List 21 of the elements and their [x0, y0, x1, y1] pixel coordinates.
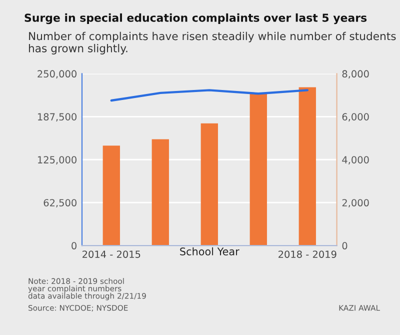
x-tick-label: 2014 - 2015 [82, 250, 140, 258]
y2-tick-label: 2,000 [342, 199, 369, 208]
line-series [110, 89, 309, 102]
y2-tick-label: 4,000 [342, 156, 369, 164]
y2-tick-label: 0 [342, 242, 348, 250]
x-axis-title: School Year [180, 247, 240, 256]
bar [200, 123, 218, 246]
bar [250, 93, 267, 246]
y-tick-label: 125,000 [38, 156, 76, 164]
bar [298, 87, 316, 246]
bar [152, 139, 169, 246]
y-tick-label: 62,500 [44, 199, 76, 208]
y2-tick-label: 6,000 [342, 113, 369, 122]
y2-tick-label: 8,000 [342, 70, 369, 79]
y-tick-label: 250,000 [38, 70, 76, 79]
x-tick-label: 2018 - 2019 [278, 250, 336, 258]
chart-subtitle: Number of complaints have risen steadily while number of students has grown slightly. [28, 32, 396, 54]
chart-title: Surge in special education complaints over last 5 years [24, 13, 367, 24]
y-tick-label: 0 [72, 242, 76, 250]
y-tick-label: 187,500 [38, 113, 76, 122]
bar [102, 146, 120, 246]
